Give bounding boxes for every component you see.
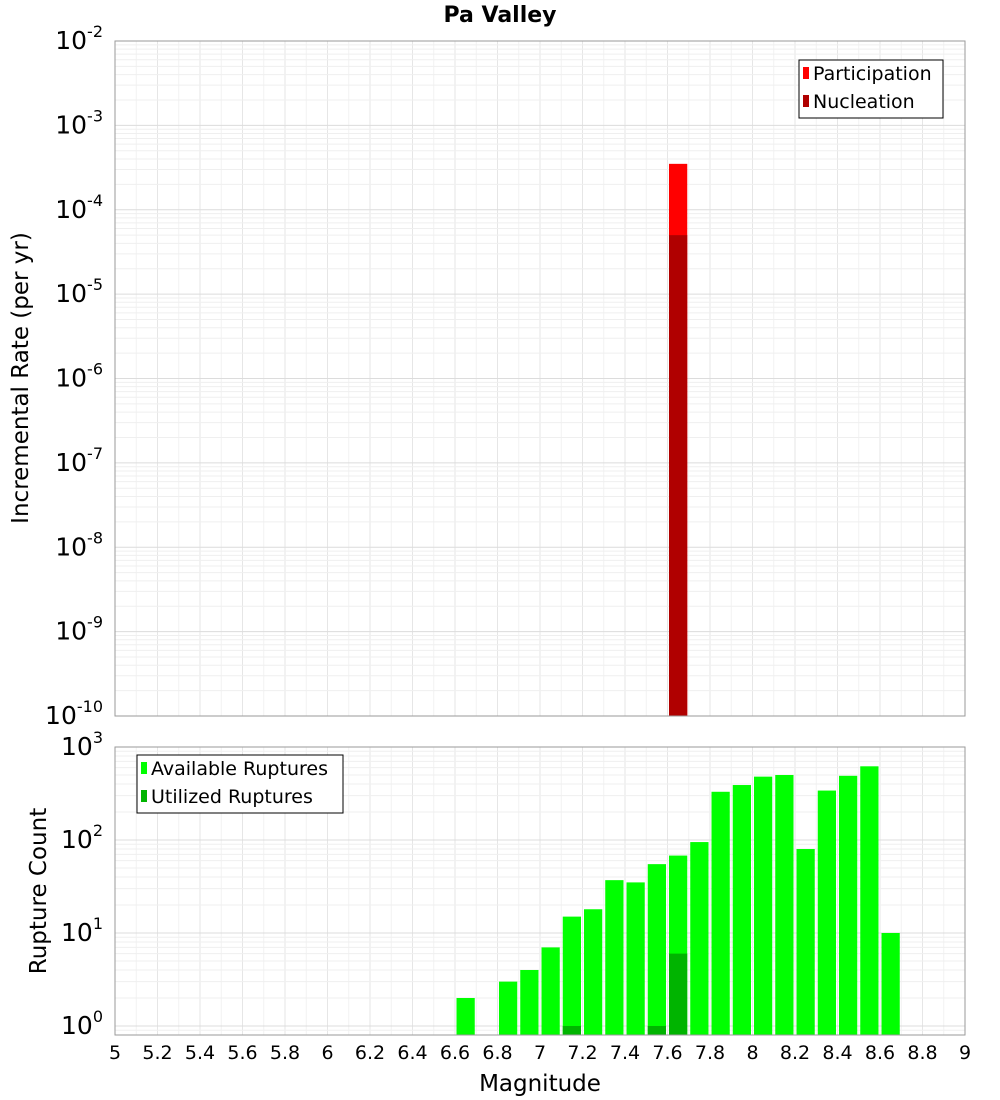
- y-tick-label: 10-7: [55, 444, 103, 477]
- legend-swatch: [141, 790, 147, 802]
- bar-available-ruptures: [839, 775, 858, 1035]
- y-tick-label: 10-8: [55, 528, 103, 561]
- legend-label: Available Ruptures: [151, 758, 328, 780]
- bar-available-ruptures: [584, 909, 603, 1035]
- bar-available-ruptures: [860, 766, 879, 1035]
- y-tick-label: 102: [61, 821, 103, 854]
- x-tick-label: 6.6: [440, 1042, 470, 1064]
- plot-panel-2: 100 101 102 103 Rupture Count Available Ruptu…: [26, 728, 971, 1097]
- legend: Participation Nucleation: [798, 59, 944, 119]
- bar-utilized-ruptures: [562, 1025, 581, 1035]
- x-tick-label: 7.6: [652, 1042, 682, 1064]
- plot-border: [114, 746, 966, 1036]
- y-tick-label: 10-5: [55, 275, 103, 308]
- x-tick-label: 5.2: [142, 1042, 172, 1064]
- bar-available-ruptures: [881, 932, 900, 1035]
- y-axis-label: Rupture Count: [26, 808, 52, 974]
- bar-available-ruptures: [626, 882, 645, 1035]
- x-axis-label: Magnitude: [479, 1071, 601, 1097]
- bar-available-ruptures: [562, 916, 581, 1035]
- bar-utilized-ruptures: [669, 953, 688, 1035]
- x-tick-label: 5.6: [227, 1042, 257, 1064]
- legend-box: [136, 754, 344, 814]
- x-tick-label: 8.4: [822, 1042, 852, 1064]
- bar-available-ruptures: [711, 791, 730, 1035]
- legend-box: [798, 59, 944, 119]
- bar-utilized-ruptures: [647, 1025, 666, 1035]
- bar-available-ruptures: [456, 997, 475, 1035]
- y-tick-label: 10-6: [55, 360, 103, 393]
- x-tick-label: 5.8: [270, 1042, 300, 1064]
- legend-label: Nucleation: [813, 91, 915, 113]
- bar-available-ruptures: [732, 785, 751, 1035]
- x-tick-label: 8.6: [865, 1042, 895, 1064]
- bar-available-ruptures: [796, 849, 815, 1035]
- bar-available-ruptures: [605, 880, 624, 1035]
- bar-available-ruptures: [754, 776, 773, 1035]
- chart-title: Pa Valley: [443, 3, 556, 28]
- plot-border: [114, 40, 966, 717]
- legend-swatch: [141, 762, 147, 774]
- x-tick-label: 8.8: [907, 1042, 937, 1064]
- x-tick-label: 6.8: [482, 1042, 512, 1064]
- bar-available-ruptures: [775, 774, 794, 1035]
- x-tick-label: 7.4: [610, 1042, 640, 1064]
- legend-label: Participation: [813, 63, 932, 85]
- y-tick-label: 101: [61, 914, 103, 947]
- legend-label: Utilized Ruptures: [151, 786, 313, 808]
- y-tick-label: 10-3: [55, 106, 103, 139]
- x-tick-label: 9: [959, 1042, 971, 1064]
- plot-panel-1: 10-10 10-9 10-8 10-7 10-6 10-5 10-4 10-3 10-2 Inc…: [8, 22, 966, 730]
- x-tick-label: 7.2: [567, 1042, 597, 1064]
- legend-swatch: [803, 67, 809, 79]
- y-tick-label: 103: [61, 728, 103, 761]
- bar-available-ruptures: [647, 864, 666, 1035]
- x-tick-label: 7: [534, 1042, 546, 1064]
- x-tick-label: 7.8: [695, 1042, 725, 1064]
- x-tick-label: 6: [321, 1042, 333, 1064]
- legend: Available Ruptures Utilized Ruptures: [136, 754, 344, 814]
- x-tick-label: 5.4: [185, 1042, 215, 1064]
- bar-available-ruptures: [520, 969, 539, 1035]
- bar-available-ruptures: [690, 842, 709, 1035]
- legend-swatch: [803, 95, 809, 107]
- y-tick-label: 10-4: [55, 191, 103, 224]
- bar-available-ruptures: [499, 981, 518, 1035]
- x-tick-label: 6.4: [397, 1042, 427, 1064]
- bar-available-ruptures: [541, 947, 560, 1035]
- y-tick-label: 10-10: [45, 697, 103, 730]
- y-tick-label: 10-9: [55, 613, 103, 646]
- y-tick-label: 10-2: [55, 22, 103, 55]
- y-axis-label: Incremental Rate (per yr): [8, 232, 34, 524]
- bar-available-ruptures: [817, 790, 836, 1035]
- bar-nucleation: [669, 235, 688, 716]
- x-tick-label: 5: [109, 1042, 121, 1064]
- x-tick-label: 6.2: [355, 1042, 385, 1064]
- x-tick-label: 8: [746, 1042, 758, 1064]
- x-tick-label: 8.2: [780, 1042, 810, 1064]
- y-tick-label: 100: [61, 1007, 103, 1040]
